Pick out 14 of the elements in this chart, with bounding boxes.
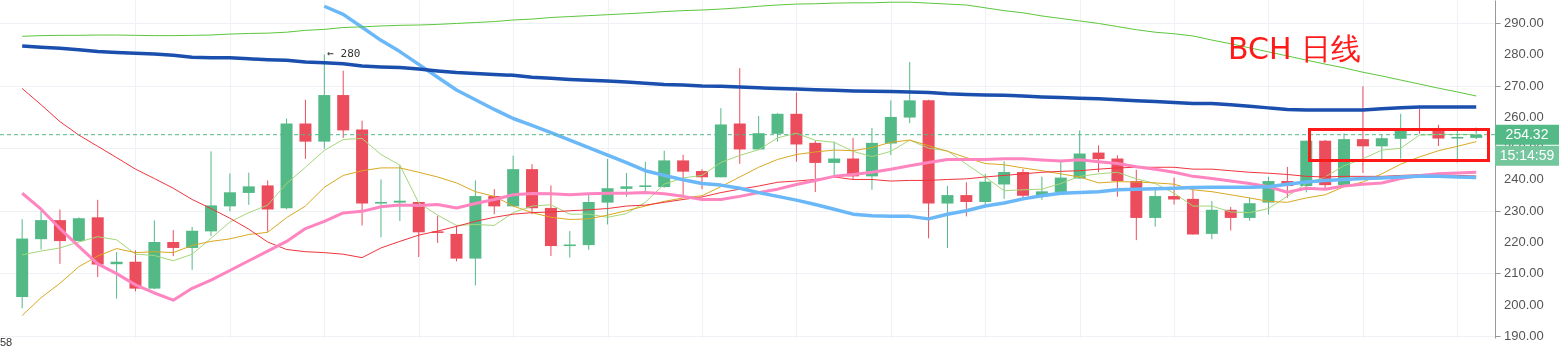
y-tick-label: 210.00 [1504, 265, 1544, 281]
y-tick-label: 280.00 [1504, 46, 1544, 62]
y-tick-label: 270.00 [1504, 77, 1544, 93]
annotation: ← 280 [327, 47, 361, 61]
text: 15:14:59 [1499, 146, 1555, 163]
y-tick-label: 220.00 [1504, 234, 1544, 250]
y-tick-label: 230.00 [1504, 202, 1544, 218]
y-tick-label: 200.00 [1504, 296, 1544, 312]
annotation: 58 [0, 336, 13, 348]
y-tick-label: 240.00 [1504, 171, 1544, 187]
y-tick-label: 190.00 [1504, 327, 1544, 343]
ref-line-label: 254.32 [1505, 125, 1549, 142]
y-tick-label: 260.00 [1504, 108, 1544, 124]
y-tick-label: 290.00 [1504, 15, 1544, 31]
